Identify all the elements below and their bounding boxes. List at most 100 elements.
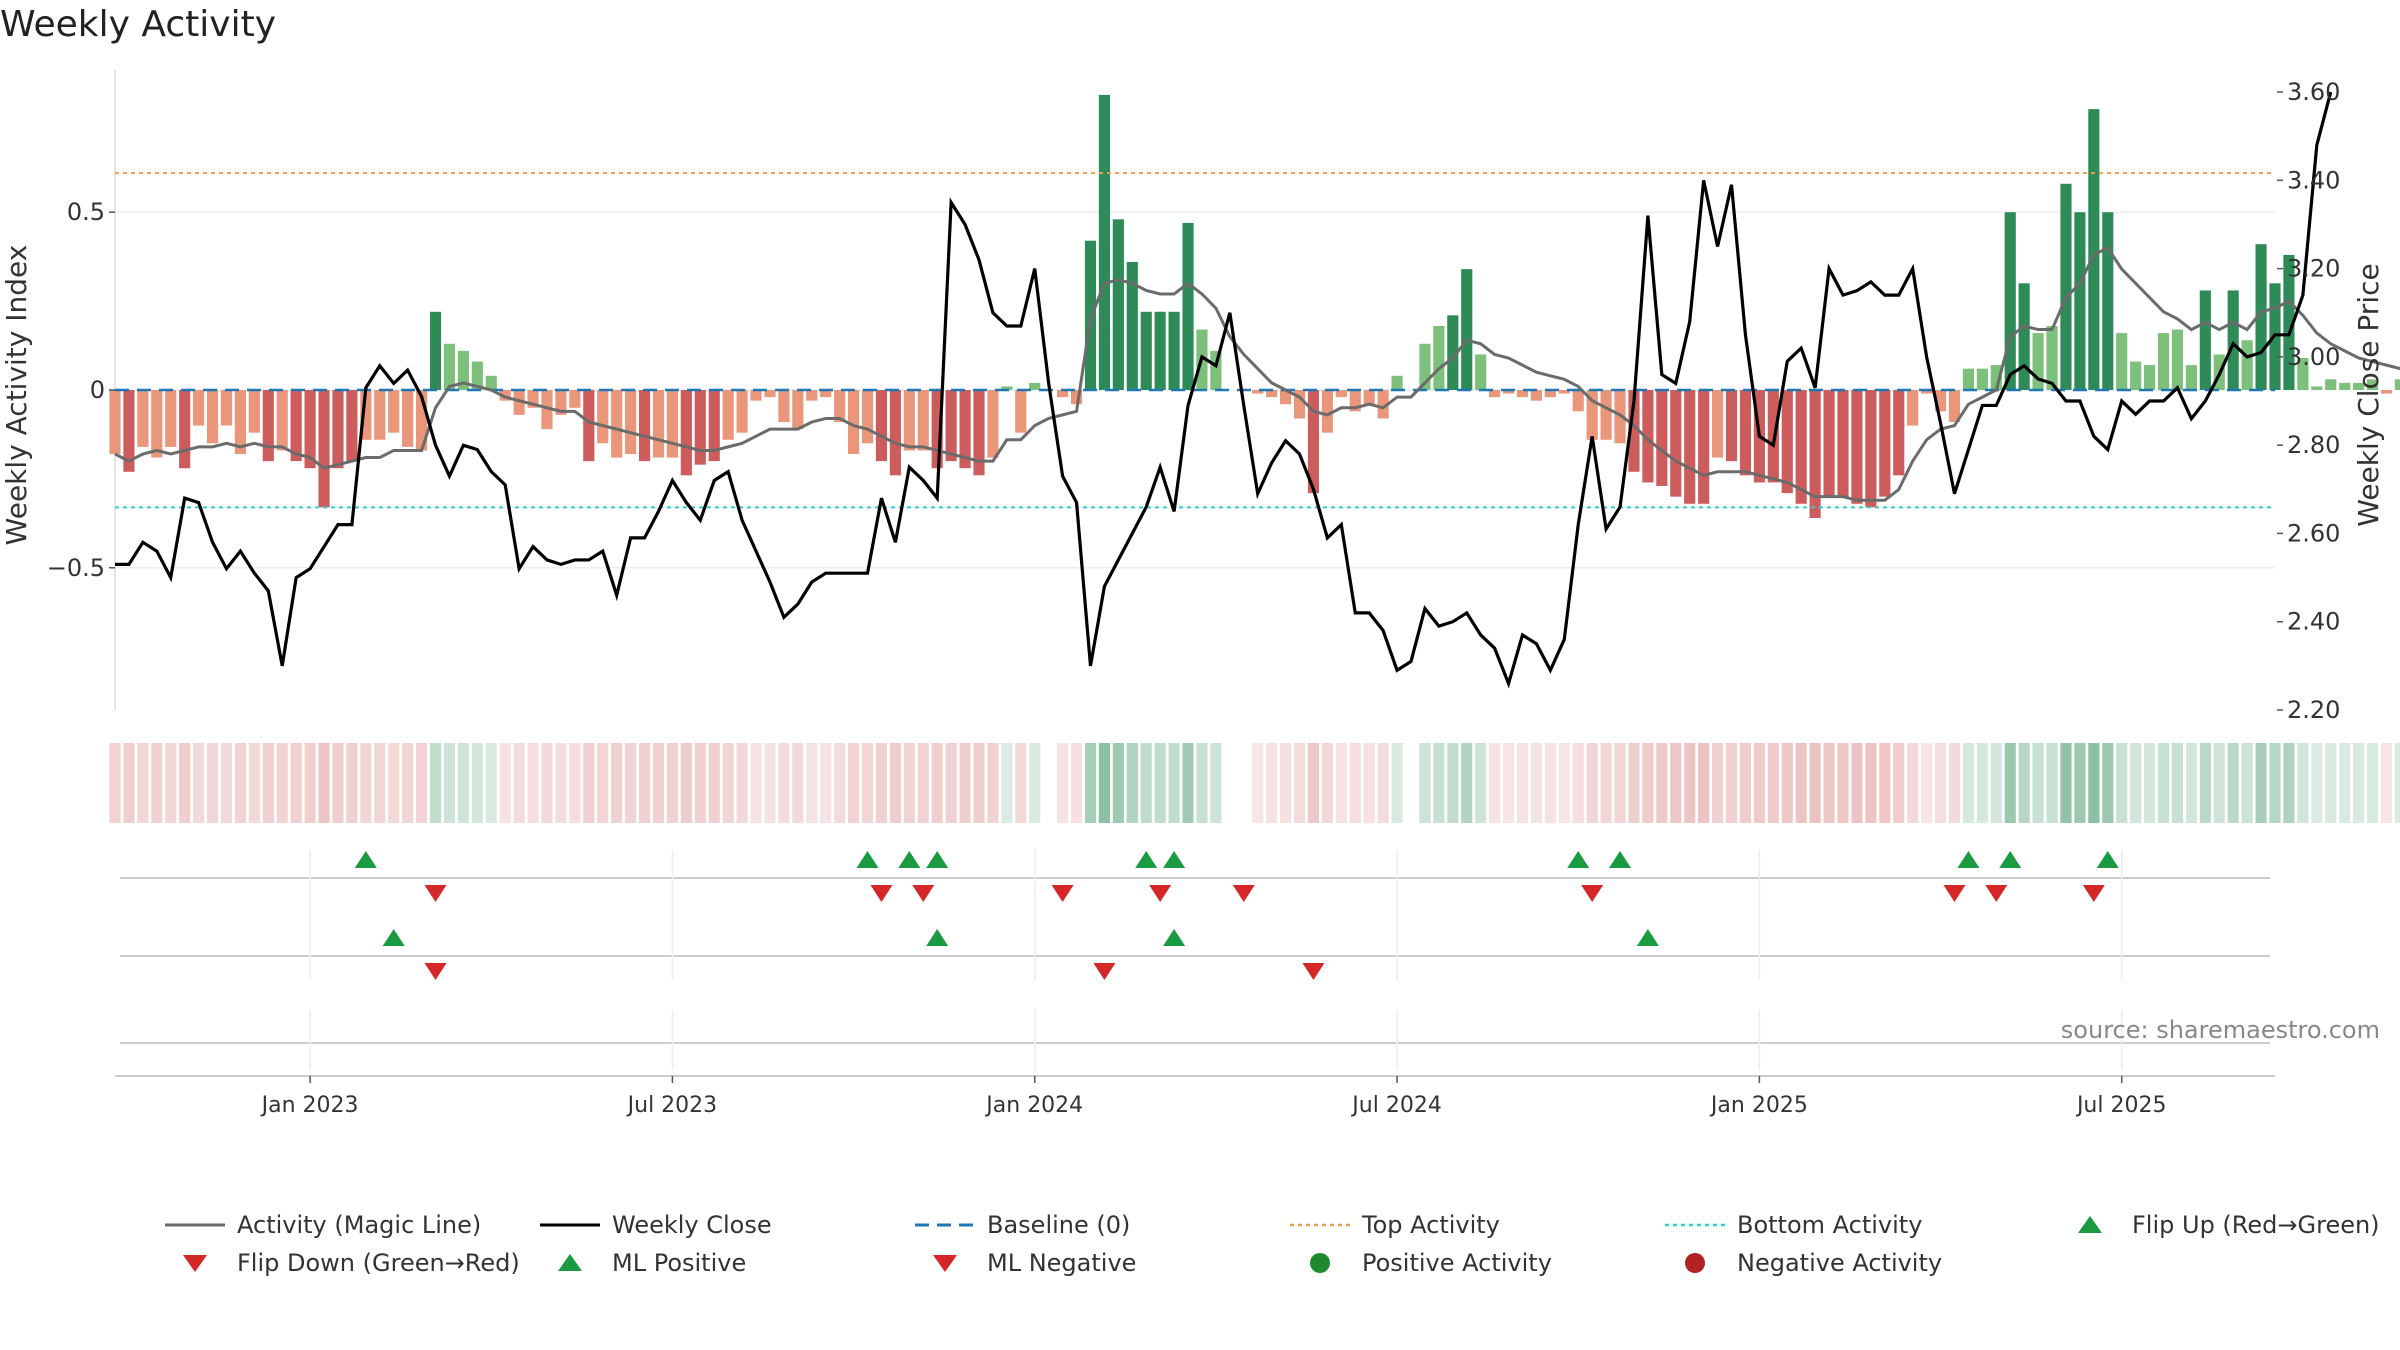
legend-triangle-down-swatch (183, 1255, 207, 1272)
heatmap-cell (1934, 743, 1947, 823)
activity-bar (1140, 311, 1152, 390)
activity-bar (2102, 212, 2114, 390)
flip-down-marker (1149, 885, 1172, 902)
heatmap-cell (1516, 743, 1529, 823)
activity-bar (1502, 390, 1515, 394)
heatmap-cell (2366, 743, 2379, 823)
legend-item: Bottom Activity (1665, 1211, 1922, 1239)
activity-bar (1029, 382, 1041, 390)
activity-bar (1433, 326, 1445, 390)
legend-label: Flip Up (Red→Green) (2132, 1211, 2380, 1239)
heatmap-cell (2213, 743, 2225, 823)
activity-bar (611, 390, 623, 458)
heatmap-cell (541, 743, 553, 823)
heatmap-cell (1168, 743, 1180, 823)
flip-down-marker (870, 885, 893, 902)
heatmap-cell (764, 743, 776, 823)
legend-item: Top Activity (1290, 1211, 1500, 1239)
heatmap-cell (2394, 743, 2400, 823)
heatmap-cell (165, 743, 177, 823)
activity-bar (443, 343, 456, 390)
heatmap-cell (792, 743, 804, 823)
activity-bar (1447, 315, 1459, 390)
heatmap-cell (736, 743, 748, 823)
heatmap-cell (2353, 743, 2365, 823)
heatmap-cell (2157, 743, 2170, 823)
activity-bar (1307, 390, 1320, 494)
heatmap-cell (1948, 743, 1961, 823)
flip-down-marker (1232, 885, 1255, 902)
heatmap-cell (1307, 743, 1320, 823)
heatmap-cell (834, 743, 846, 823)
heatmap-cell (1182, 743, 1194, 823)
activity-bar (471, 361, 483, 390)
legend-item: Baseline (0) (915, 1211, 1130, 1239)
right-tick-label: 2.20 (2287, 696, 2340, 724)
activity-bar (680, 390, 692, 476)
x-tick-label: Jul 2025 (2075, 1093, 2167, 1118)
ml-positive-marker (926, 929, 949, 946)
heatmap-cell (1321, 743, 1333, 823)
heatmap-cell (2060, 743, 2072, 823)
activity-bar (1558, 390, 1570, 394)
activity-bar (402, 390, 414, 447)
flip-up-marker (1957, 851, 1980, 868)
activity-bar (513, 390, 525, 415)
heatmap-cell (1391, 743, 1403, 823)
activity-bar (1210, 350, 1222, 390)
flip-up-marker (856, 851, 879, 868)
activity-bar (1252, 390, 1264, 394)
activity-bar (1670, 390, 1682, 497)
heatmap-cell (1210, 743, 1222, 823)
activity-bar (555, 390, 567, 415)
legend-label: Positive Activity (1362, 1249, 1552, 1277)
activity-bar (248, 390, 260, 433)
heatmap-cell (2339, 743, 2351, 823)
activity-bar (2380, 390, 2393, 394)
heatmap-cell (2227, 743, 2239, 823)
left-tick-label: 0.5 (67, 198, 105, 226)
activity-bar (1948, 390, 1961, 422)
activity-bar (220, 390, 233, 426)
heatmap-cell (2325, 743, 2337, 823)
activity-bar (1698, 390, 1710, 504)
activity-bar (1907, 390, 1919, 426)
heatmap-cell (903, 743, 915, 823)
activity-bar (848, 390, 860, 454)
flip-up-marker (898, 851, 921, 868)
activity-bar (1684, 390, 1696, 504)
heatmap-cell (2241, 743, 2253, 823)
activity-bar (304, 390, 316, 469)
legend-label: Baseline (0) (987, 1211, 1130, 1239)
activity-bar (652, 390, 665, 458)
activity-bar (1837, 390, 1849, 497)
activity-bar (903, 390, 915, 451)
heatmap-cell (332, 743, 344, 823)
activity-bar (1739, 390, 1752, 476)
legend-circle-swatch (1685, 1253, 1705, 1273)
heatmap-cell (889, 743, 901, 823)
heatmap-cell (374, 743, 386, 823)
activity-bar (973, 390, 985, 476)
activity-bar (1321, 390, 1333, 433)
heatmap-cell (248, 743, 260, 823)
heatmap-cell (848, 743, 860, 823)
heatmap-cell (1029, 743, 1041, 823)
activity-bar (2255, 244, 2267, 390)
heatmap-cell (1530, 743, 1542, 823)
activity-bar (165, 390, 177, 447)
activity-bar (1168, 311, 1180, 390)
heatmap-cell (611, 743, 623, 823)
heatmap-cell (457, 743, 469, 823)
chart-title: Weekly Activity (0, 4, 277, 45)
heatmap-cell (1739, 743, 1752, 823)
right-tick-label: 3.20 (2287, 255, 2340, 283)
activity-bar (276, 390, 288, 451)
activity-bar (1182, 222, 1194, 390)
legend-item: Positive Activity (1310, 1249, 1552, 1277)
activity-bar (360, 390, 372, 440)
heatmap-cell (1614, 743, 1626, 823)
heatmap-cell (1461, 743, 1473, 823)
activity-bar (318, 390, 330, 508)
